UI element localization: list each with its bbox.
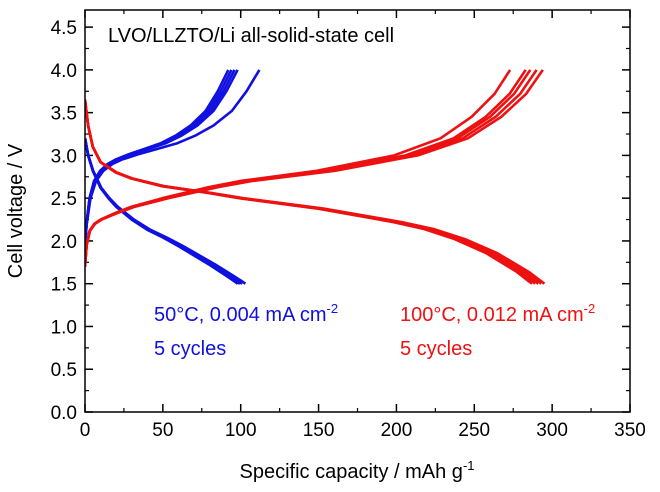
blue-discharge-curve-5 bbox=[85, 138, 247, 285]
red-charge-curve-5 bbox=[85, 69, 544, 267]
x-tick-label: 350 bbox=[614, 420, 646, 441]
x-tick-label: 250 bbox=[458, 420, 490, 441]
red-charge-curve-4 bbox=[85, 69, 538, 267]
y-tick-label: 3.5 bbox=[51, 104, 77, 125]
x-tick-label: 300 bbox=[536, 420, 568, 441]
x-axis-title: Specific capacity / mAh g-1 bbox=[240, 458, 475, 483]
blue-cycles-label: 5 cycles bbox=[154, 338, 226, 360]
x-tick-label: 100 bbox=[225, 420, 257, 441]
plot-frame bbox=[84, 9, 631, 413]
blue-charge-curve-2 bbox=[85, 69, 233, 246]
red-discharge-curve-2 bbox=[85, 99, 536, 285]
red-cycles-label: 5 cycles bbox=[400, 338, 472, 360]
blue-discharge-curve-1 bbox=[85, 138, 239, 285]
y-tick-label: 4.5 bbox=[51, 18, 77, 39]
x-tick-label: 50 bbox=[152, 420, 173, 441]
y-tick-label: 0.0 bbox=[51, 403, 77, 424]
x-tick-label: 0 bbox=[80, 420, 91, 441]
y-tick-label: 2.5 bbox=[51, 189, 77, 210]
y-tick-label: 1.0 bbox=[51, 317, 77, 338]
blue-charge-curve-5 bbox=[85, 69, 261, 246]
blue-discharge-curve-2 bbox=[85, 138, 240, 285]
y-tick-label: 3.0 bbox=[51, 146, 77, 167]
y-tick-label: 1.5 bbox=[51, 275, 77, 296]
x-tick-label: 200 bbox=[381, 420, 413, 441]
axis-tick-labels: 0 50 100 150 200 250 300 350 0.0 0.5 1.0 1.5 2.0 2.5 3… bbox=[51, 18, 646, 441]
y-tick-label: 4.0 bbox=[51, 61, 77, 82]
y-tick-label: 0.5 bbox=[51, 360, 77, 381]
chart-title: LVO/LLZTO/Li all-solid-state cell bbox=[108, 25, 394, 47]
blue-discharge-curve-4 bbox=[85, 138, 244, 285]
blue-condition-label: 50°C, 0.004 mA cm-2 bbox=[154, 301, 338, 326]
blue-charge-curve-3 bbox=[85, 69, 236, 246]
blue-discharge-curve-3 bbox=[85, 138, 242, 285]
y-axis-title: Cell voltage / V bbox=[5, 143, 27, 278]
y-tick-label: 2.0 bbox=[51, 232, 77, 253]
red-discharge-curve-5 bbox=[85, 99, 546, 285]
x-tick-label: 150 bbox=[303, 420, 335, 441]
red-discharge-curve-1 bbox=[85, 99, 533, 285]
red-charge-curve-3 bbox=[85, 69, 532, 267]
red-condition-label: 100°C, 0.012 mA cm-2 bbox=[400, 301, 595, 326]
cycle-curves bbox=[85, 69, 546, 285]
